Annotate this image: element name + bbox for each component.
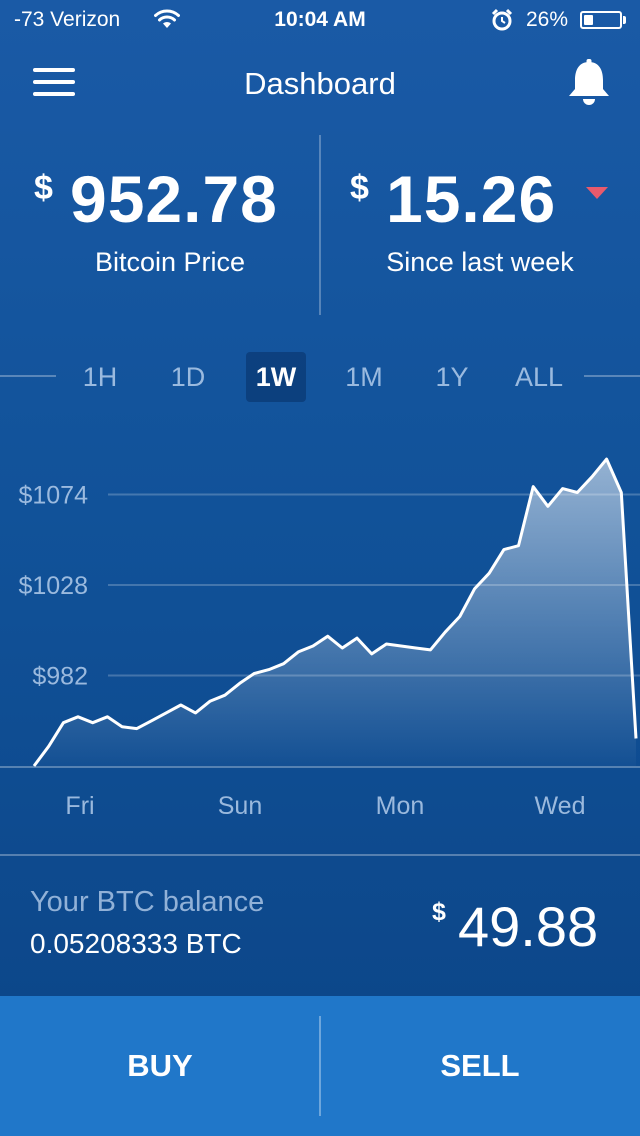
action-divider: [319, 1016, 321, 1116]
hamburger-menu-icon[interactable]: [30, 64, 78, 100]
tab-all[interactable]: ALL: [514, 362, 564, 392]
change-currency-symbol: $: [350, 169, 369, 207]
balance-usd-value: 49.88: [458, 895, 599, 958]
bell-icon[interactable]: [562, 58, 616, 108]
status-time: 10:04 AM: [274, 8, 366, 31]
time-range-selector: 1H 1D 1W 1M 1Y ALL: [0, 348, 640, 404]
stats-divider: [319, 135, 321, 315]
y-tick-label: $982: [32, 663, 88, 691]
tab-1w[interactable]: 1W: [246, 352, 306, 402]
x-label-wed: Wed: [534, 792, 586, 820]
bitcoin-price-value: 952.78: [70, 162, 278, 236]
x-label-sun: Sun: [217, 792, 263, 820]
chart-x-axis: [0, 766, 640, 768]
wifi-icon: [154, 8, 180, 36]
carrier-label: -73 Verizon: [14, 8, 121, 31]
range-line-left: [0, 375, 56, 377]
price-chart: $982 $1028 $1074: [18, 457, 640, 767]
x-label-fri: Fri: [65, 792, 95, 820]
weekly-change-stat: $ 15.26 Since last week: [320, 135, 640, 315]
y-tick-label: $1074: [18, 482, 88, 510]
price-line: [32, 457, 638, 767]
balance-label: Your BTC balance: [30, 886, 265, 918]
price-stats: $ 952.78 Bitcoin Price $ 15.26 Since las…: [0, 135, 640, 315]
chart-x-labels: Fri Sun Mon Wed: [0, 790, 640, 830]
price-currency-symbol: $: [34, 169, 53, 207]
tab-1d[interactable]: 1D: [170, 362, 206, 392]
battery-icon: [580, 11, 622, 29]
alarm-icon: [490, 8, 514, 38]
weekly-change-label: Since last week: [386, 247, 574, 277]
section-divider: [0, 854, 640, 856]
balance-currency-symbol: $: [432, 898, 446, 926]
weekly-change-value: 15.26: [386, 162, 557, 236]
down-arrow-icon: [586, 187, 608, 199]
buy-button[interactable]: BUY: [127, 1048, 193, 1083]
btc-balance: Your BTC balance 0.05208333 BTC $ 49.88: [0, 856, 640, 996]
price-area: [34, 459, 636, 766]
status-bar: -73 Verizon 10:04 AM 26%: [0, 0, 640, 40]
battery-level: [584, 15, 593, 25]
range-line-right: [584, 375, 640, 377]
sell-button[interactable]: SELL: [440, 1048, 520, 1083]
tab-1h[interactable]: 1H: [82, 362, 118, 392]
bitcoin-price-stat: $ 952.78 Bitcoin Price: [0, 135, 320, 315]
bitcoin-price-label: Bitcoin Price: [94, 247, 246, 277]
y-tick-label: $1028: [18, 572, 88, 600]
page-title: Dashboard: [244, 66, 396, 101]
action-bar: BUY SELL: [0, 996, 640, 1136]
tab-1y[interactable]: 1Y: [435, 362, 469, 392]
tab-1m[interactable]: 1M: [345, 362, 383, 392]
nav-bar: Dashboard: [0, 40, 640, 130]
x-label-mon: Mon: [375, 792, 425, 820]
battery-percent: 26%: [526, 8, 569, 31]
battery-nub: [623, 16, 626, 24]
balance-btc-amount: 0.05208333 BTC: [30, 928, 242, 959]
